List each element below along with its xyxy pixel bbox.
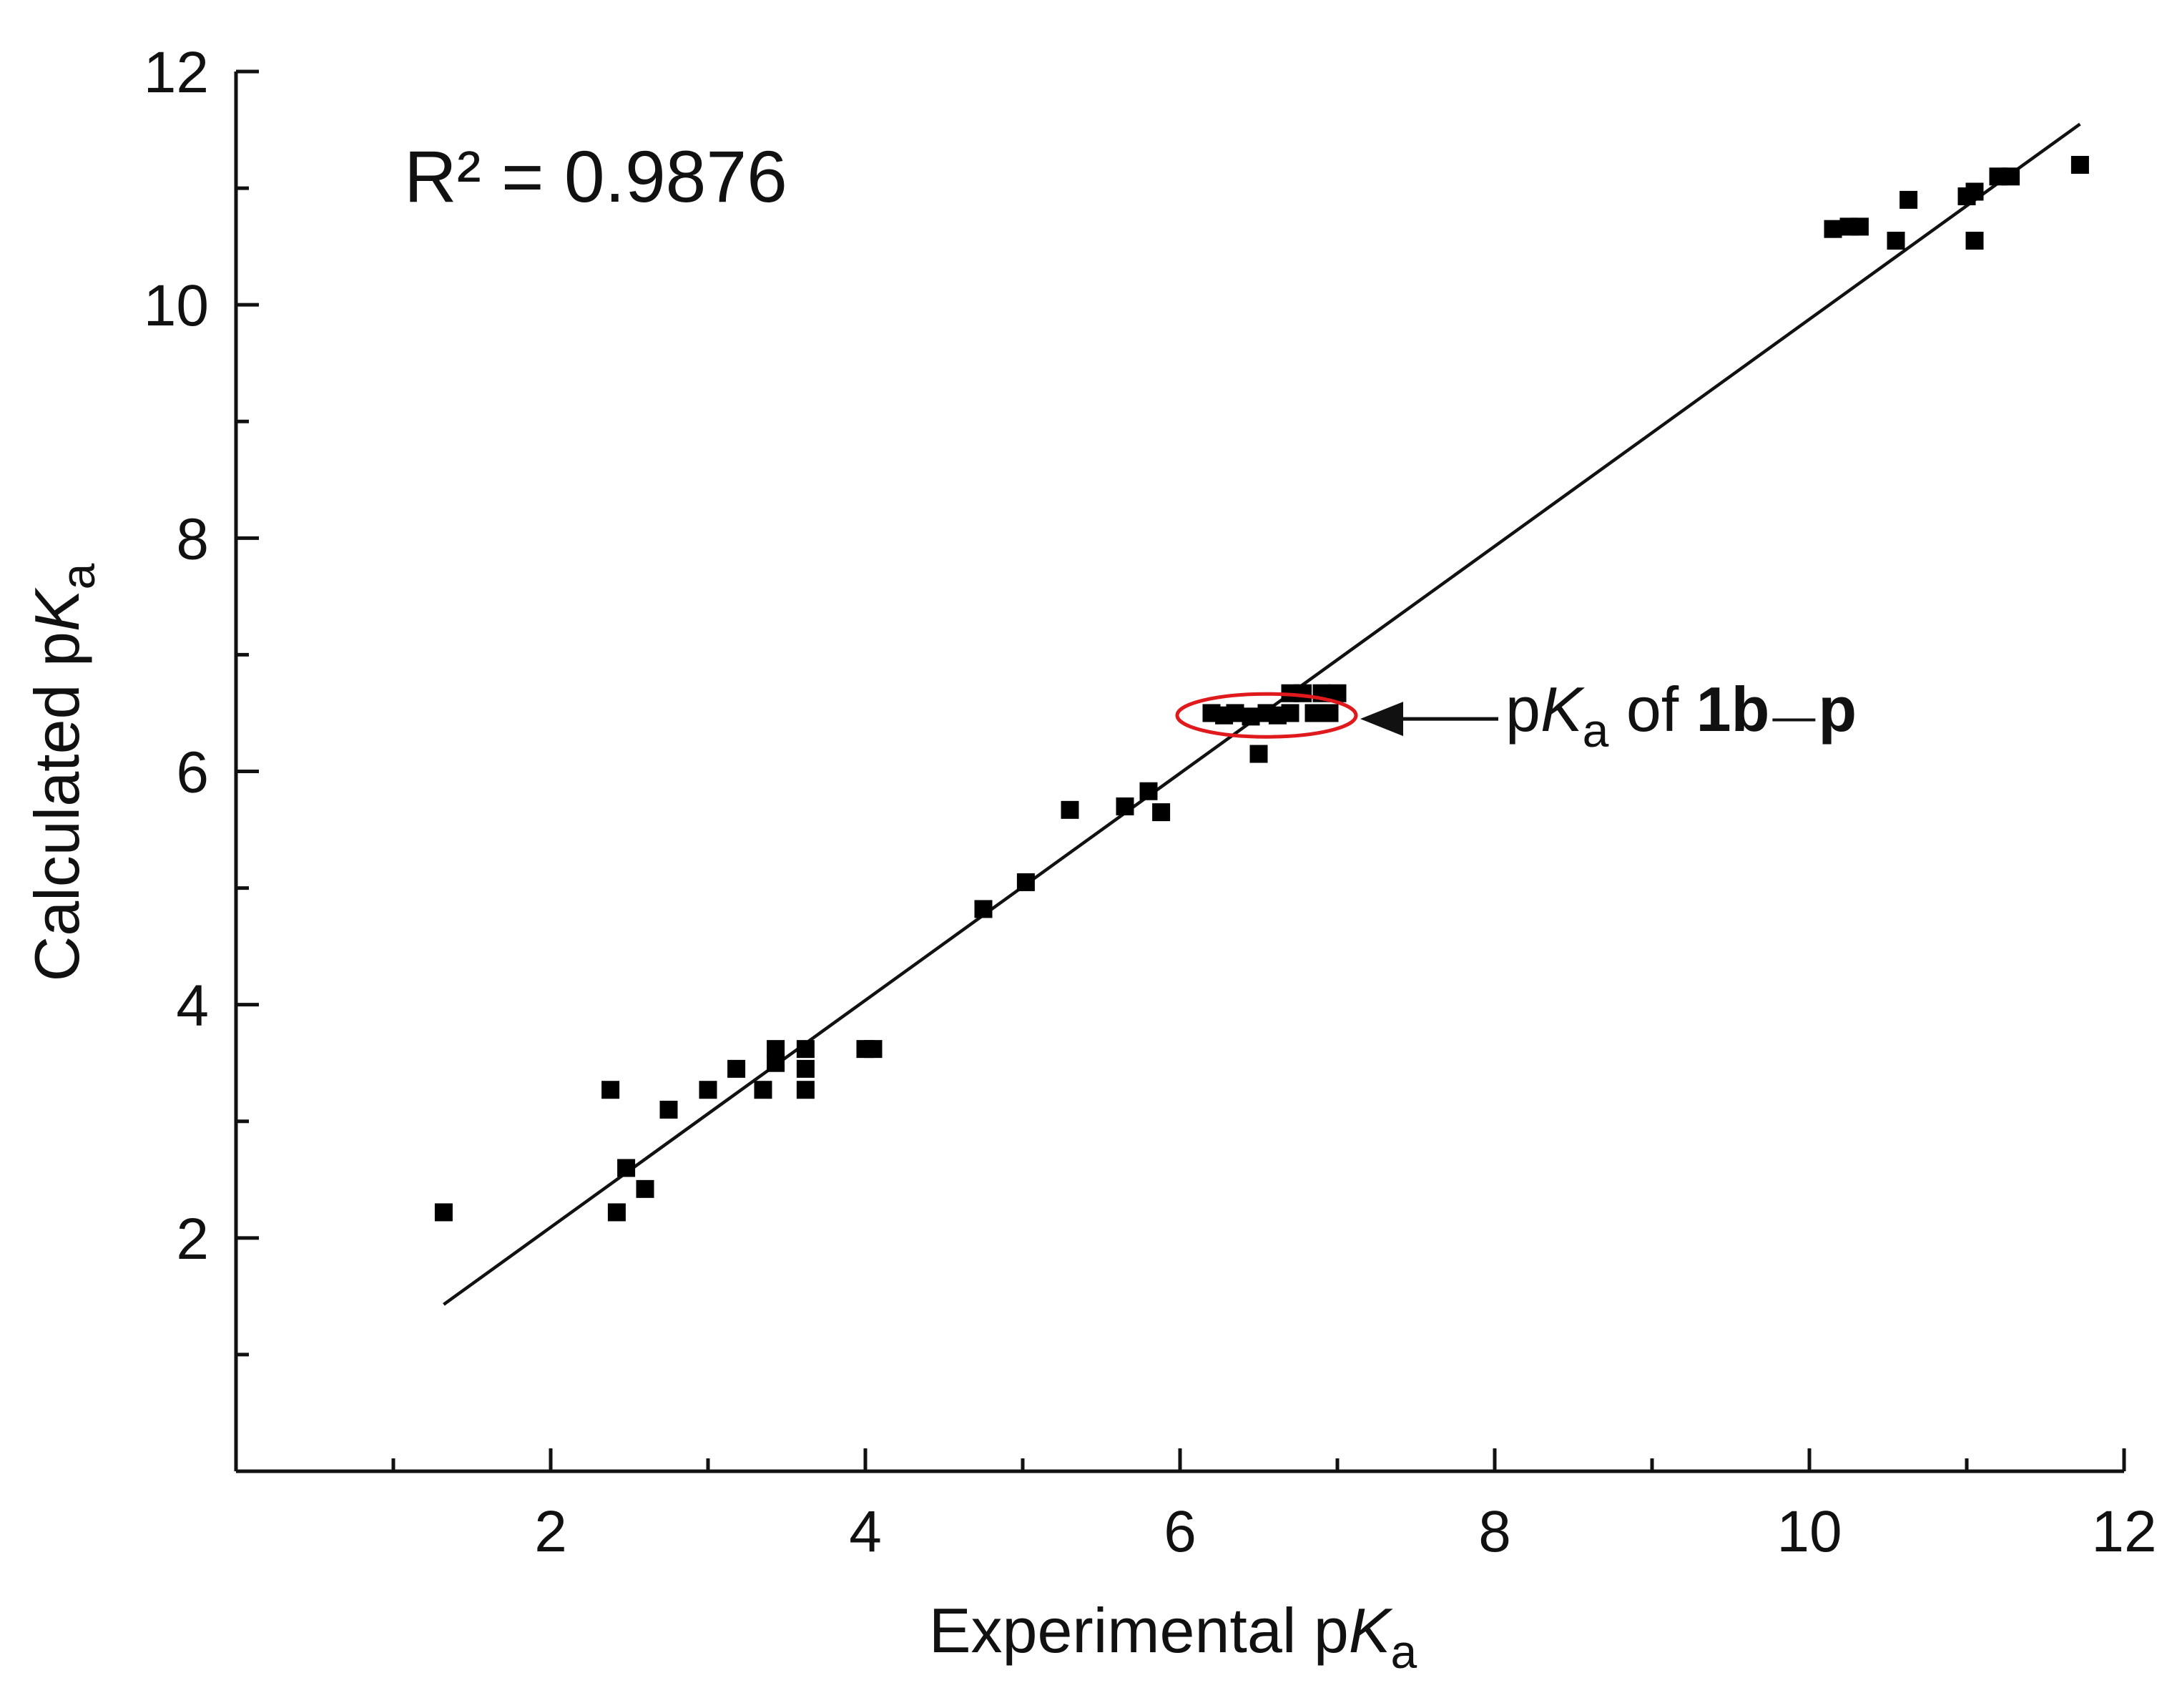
x-axis-label-italic: K	[1349, 1595, 1393, 1666]
data-point	[974, 900, 993, 918]
highlight-ellipse	[1175, 692, 1358, 739]
data-point	[796, 1081, 815, 1099]
data-point	[727, 1059, 746, 1078]
data-point	[1304, 704, 1323, 722]
data-point	[434, 1203, 453, 1222]
x-axis-label-main: Experimental p	[929, 1595, 1349, 1666]
y-tick-label: 10	[144, 273, 209, 338]
x-tick-label: 12	[2091, 1499, 2156, 1564]
arrow-head	[1360, 702, 1403, 737]
data-point	[2002, 167, 2020, 186]
x-tick-label: 4	[849, 1499, 882, 1564]
data-point	[1281, 704, 1299, 722]
data-point	[1965, 182, 1984, 201]
data-point	[699, 1081, 717, 1099]
data-point	[1824, 220, 1842, 238]
data-point	[1249, 745, 1268, 763]
x-axis-label: Experimental pKa	[929, 1595, 1417, 1678]
annotation-sub: a	[1583, 704, 1609, 757]
data-point	[1226, 704, 1244, 722]
y-axis-label-sub: a	[51, 563, 104, 589]
annotation-bold: 1b	[1696, 674, 1770, 745]
data-point	[1242, 707, 1260, 726]
annotation-prefix: p	[1505, 674, 1540, 745]
annotation-middle: of	[1608, 674, 1696, 745]
data-point	[601, 1081, 620, 1099]
data-point	[864, 1040, 883, 1059]
x-tick-label: 6	[1164, 1499, 1196, 1564]
annotation-group	[1175, 692, 1498, 739]
data-point	[1294, 684, 1312, 702]
y-tick-label: 6	[176, 740, 209, 805]
data-point	[796, 1059, 815, 1078]
y-tick-label: 12	[144, 40, 209, 105]
y-axis-label-italic: K	[21, 587, 92, 632]
data-point	[754, 1081, 772, 1099]
data-point	[659, 1100, 678, 1119]
y-tick-label: 8	[176, 506, 209, 571]
y-tick-label: 4	[176, 973, 209, 1039]
data-point	[1061, 800, 1079, 819]
x-tick-label: 2	[534, 1499, 567, 1564]
annotation-italic: K	[1540, 674, 1585, 745]
x-tick-label: 8	[1478, 1499, 1511, 1564]
x-tick-label: 10	[1777, 1499, 1842, 1564]
data-point	[1116, 797, 1134, 815]
ticks: 2 4 6 8 10 12 2 4 6 8 10 12	[144, 40, 2157, 1564]
data-point	[1152, 803, 1171, 822]
annotation-end: p	[1818, 674, 1857, 745]
data-point	[767, 1040, 785, 1059]
data-point	[636, 1179, 654, 1198]
data-point	[1887, 231, 1905, 250]
data-point	[1850, 217, 1869, 236]
data-point	[1320, 704, 1339, 722]
y-tick-label: 2	[176, 1207, 209, 1272]
data-point	[1900, 190, 1918, 209]
data-point	[1965, 231, 1984, 250]
x-axis-label-sub: a	[1390, 1625, 1417, 1678]
y-axis-label-main: Calculated p	[21, 632, 92, 981]
annotation-label: pKa of 1b―p	[1505, 674, 1857, 757]
data-point	[617, 1159, 636, 1177]
data-point	[796, 1040, 815, 1059]
data-points	[434, 155, 2089, 1222]
data-point	[1016, 873, 1035, 891]
data-point	[1139, 782, 1158, 800]
r-squared-label: R² = 0.9876	[404, 136, 787, 217]
data-point	[2070, 155, 2089, 174]
data-point	[607, 1203, 626, 1222]
y-axis-label: Calculated pKa	[21, 563, 104, 981]
annotation-separator: ―	[1772, 692, 1815, 740]
